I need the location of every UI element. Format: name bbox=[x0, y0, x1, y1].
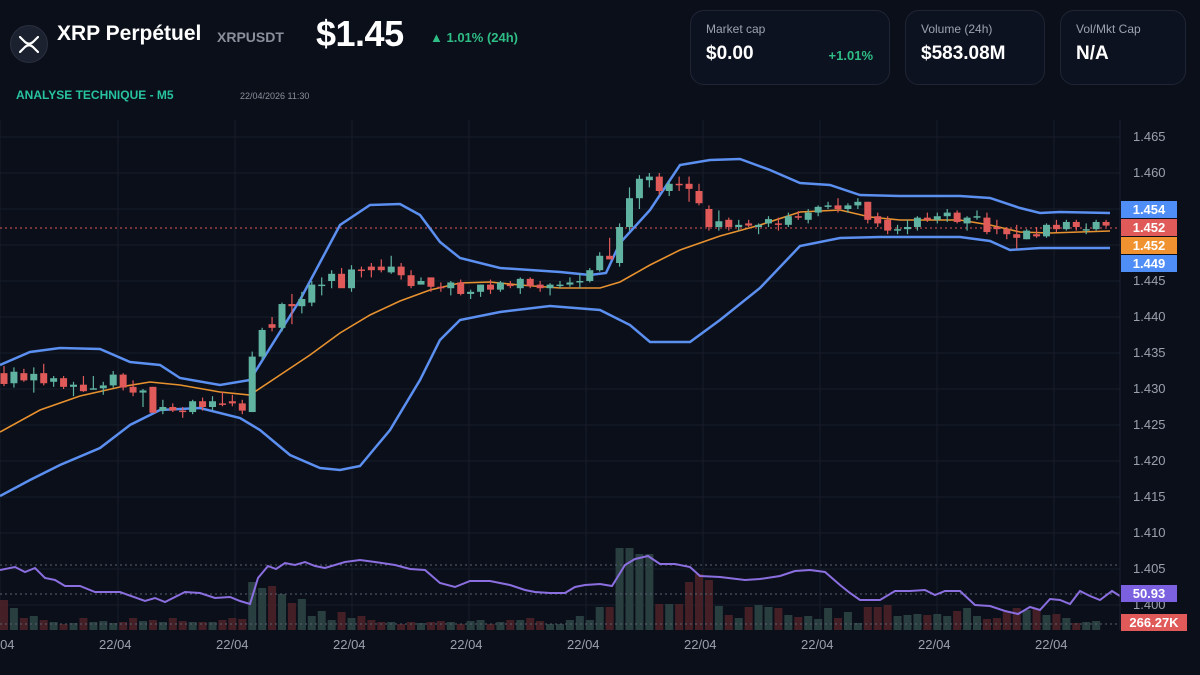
price-change-24h: ▲ 1.01% (24h) bbox=[430, 30, 519, 45]
price-axis-tick: 1.420 bbox=[1133, 453, 1166, 468]
stat-card-vol-mkt-cap: Vol/Mkt Cap N/A bbox=[1060, 10, 1186, 85]
price-axis-tick: 1.425 bbox=[1133, 417, 1166, 432]
time-axis-tick: 22/04 bbox=[333, 637, 366, 652]
price-axis-tick: 1.460 bbox=[1133, 165, 1166, 180]
time-axis-tick: 22/04 bbox=[567, 637, 600, 652]
indicator-value-tag: 266.27K bbox=[1121, 614, 1187, 631]
stat-value: N/A bbox=[1076, 43, 1109, 64]
chart-grid bbox=[0, 120, 1120, 630]
bollinger-upper-band bbox=[0, 157, 1111, 387]
time-axis-tick: 22/04 bbox=[450, 637, 483, 652]
header: XRP Perpétuel XRPUSDT $1.45 ▲ 1.01% (24h… bbox=[0, 0, 1200, 110]
price-level-tag: 1.454 bbox=[1121, 201, 1177, 218]
stat-label: Volume (24h) bbox=[921, 22, 993, 36]
time-axis-tick: 22/04 bbox=[918, 637, 951, 652]
time-axis-tick: 22/04 bbox=[216, 637, 249, 652]
xrp-logo-icon bbox=[10, 25, 48, 63]
timestamp: 22/04/2026 11:30 bbox=[240, 91, 310, 101]
price-axis-tick: 1.415 bbox=[1133, 489, 1166, 504]
section-label: ANALYSE TECHNIQUE - M5 bbox=[16, 88, 174, 102]
price-axis-tick: 1.410 bbox=[1133, 525, 1166, 540]
rsi-guide-lines bbox=[0, 564, 1120, 625]
moving-average-line bbox=[0, 209, 1111, 433]
price-axis-tick: 1.430 bbox=[1133, 381, 1166, 396]
time-axis-tick: 22/04 bbox=[801, 637, 834, 652]
time-axis-tick: 22/04 bbox=[1035, 637, 1068, 652]
indicator-value-tag: 50.93 bbox=[1121, 585, 1177, 602]
price-axis-tick: 1.405 bbox=[1133, 561, 1166, 576]
stat-label: Vol/Mkt Cap bbox=[1076, 22, 1141, 36]
stat-value: $0.00 bbox=[706, 43, 754, 64]
price-level-tag: 1.452 bbox=[1121, 237, 1177, 254]
volume-bars bbox=[0, 548, 1101, 630]
time-axis-tick: 22/04 bbox=[99, 637, 132, 652]
price-level-tag: 1.452 bbox=[1121, 219, 1177, 236]
price-axis-tick: 1.440 bbox=[1133, 309, 1166, 324]
price-level-tag: 1.449 bbox=[1121, 255, 1177, 272]
time-axis-tick: 22/04 bbox=[684, 637, 717, 652]
rsi-line bbox=[0, 554, 1121, 616]
stat-label: Market cap bbox=[706, 22, 766, 36]
stat-change: +1.01% bbox=[828, 48, 873, 63]
bollinger-lower-band bbox=[0, 235, 1110, 498]
price-axis-tick: 1.465 bbox=[1133, 129, 1166, 144]
candlesticks bbox=[0, 173, 1110, 418]
stat-value: $583.08M bbox=[921, 43, 1006, 64]
asset-title: XRP Perpétuel bbox=[57, 22, 202, 45]
stat-card-market-cap: Market cap $0.00 +1.01% bbox=[690, 10, 890, 85]
price-axis-tick: 1.435 bbox=[1133, 345, 1166, 360]
stat-card-volume: Volume (24h) $583.08M bbox=[905, 10, 1045, 85]
price-axis-tick: 1.445 bbox=[1133, 273, 1166, 288]
current-price: $1.45 bbox=[316, 13, 404, 54]
time-axis-tick: 22/04 bbox=[0, 637, 15, 652]
ticker-symbol: XRPUSDT bbox=[217, 29, 284, 45]
